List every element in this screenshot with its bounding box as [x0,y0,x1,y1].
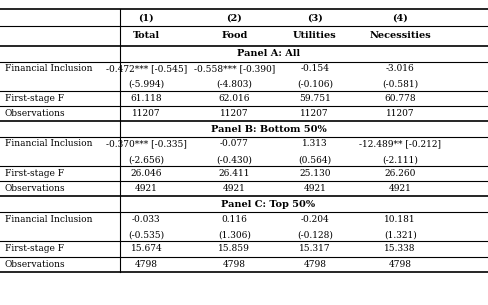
Text: First-stage F: First-stage F [5,169,64,178]
Text: -12.489** [-0.212]: -12.489** [-0.212] [359,139,441,148]
Text: 4798: 4798 [303,260,326,269]
Text: Panel C: Top 50%: Panel C: Top 50% [222,200,315,209]
Text: 15.317: 15.317 [299,244,330,253]
Text: (4): (4) [392,13,408,22]
Text: 15.859: 15.859 [218,244,250,253]
Text: -0.033: -0.033 [132,215,161,224]
Text: 62.016: 62.016 [219,94,250,103]
Text: (1): (1) [139,13,154,22]
Text: Financial Inclusion: Financial Inclusion [5,139,92,148]
Text: -3.016: -3.016 [386,64,414,73]
Text: Observations: Observations [5,109,65,118]
Text: 15.674: 15.674 [130,244,163,253]
Text: First-stage F: First-stage F [5,94,64,103]
Text: 60.778: 60.778 [385,94,416,103]
Text: 0.116: 0.116 [221,215,247,224]
Text: Financial Inclusion: Financial Inclusion [5,215,92,224]
Text: -0.472*** [-0.545]: -0.472*** [-0.545] [106,64,187,73]
Text: 1.313: 1.313 [302,139,327,148]
Text: 4921: 4921 [304,184,326,193]
Text: 11207: 11207 [301,109,329,118]
Text: First-stage F: First-stage F [5,244,64,253]
Text: 4798: 4798 [223,260,246,269]
Text: Total: Total [133,31,160,40]
Text: (-2.656): (-2.656) [128,155,164,164]
Text: 4798: 4798 [388,260,412,269]
Text: (-0.581): (-0.581) [382,80,418,89]
Text: -0.154: -0.154 [300,64,329,73]
Text: -0.204: -0.204 [301,215,329,224]
Text: -0.077: -0.077 [220,139,249,148]
Text: Panel A: All: Panel A: All [237,49,300,58]
Text: Necessities: Necessities [369,31,431,40]
Text: 61.118: 61.118 [131,94,162,103]
Text: 15.338: 15.338 [385,244,416,253]
Text: -0.370*** [-0.335]: -0.370*** [-0.335] [106,139,187,148]
Text: (0.564): (0.564) [298,155,331,164]
Text: (-0.430): (-0.430) [216,155,252,164]
Text: Financial Inclusion: Financial Inclusion [5,64,92,73]
Text: (-4.803): (-4.803) [216,80,252,89]
Text: 11207: 11207 [220,109,248,118]
Text: (-0.106): (-0.106) [297,80,333,89]
Text: 10.181: 10.181 [385,215,416,224]
Text: (-0.535): (-0.535) [128,231,164,239]
Text: (3): (3) [307,13,323,22]
Text: 26.046: 26.046 [131,169,162,178]
Text: (1.306): (1.306) [218,231,251,239]
Text: -0.558*** [-0.390]: -0.558*** [-0.390] [194,64,275,73]
Text: 4921: 4921 [135,184,158,193]
Text: 25.130: 25.130 [299,169,330,178]
Text: Utilities: Utilities [293,31,337,40]
Text: 4921: 4921 [223,184,245,193]
Text: 4798: 4798 [135,260,158,269]
Text: (-2.111): (-2.111) [382,155,418,164]
Text: Observations: Observations [5,184,65,193]
Text: 59.751: 59.751 [299,94,331,103]
Text: 11207: 11207 [386,109,414,118]
Text: 4921: 4921 [389,184,411,193]
Text: Observations: Observations [5,260,65,269]
Text: 11207: 11207 [132,109,161,118]
Text: 26.411: 26.411 [219,169,250,178]
Text: Panel B: Bottom 50%: Panel B: Bottom 50% [210,124,326,134]
Text: (-0.128): (-0.128) [297,231,333,239]
Text: 26.260: 26.260 [385,169,416,178]
Text: (2): (2) [226,13,242,22]
Text: (1.321): (1.321) [384,231,417,239]
Text: Food: Food [221,31,247,40]
Text: (-5.994): (-5.994) [128,80,164,89]
